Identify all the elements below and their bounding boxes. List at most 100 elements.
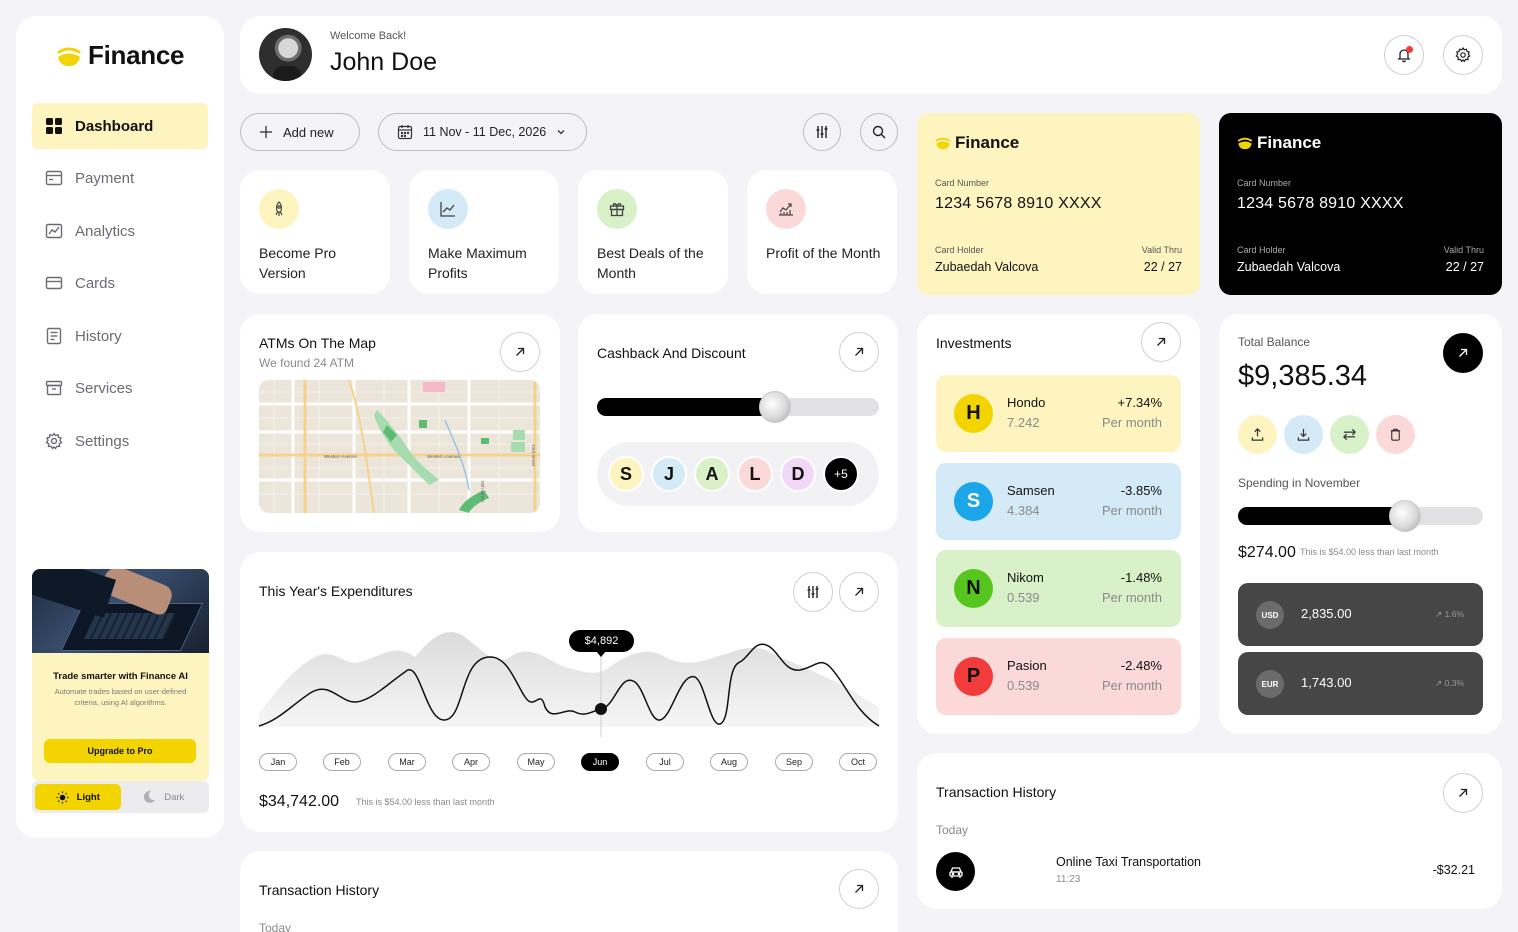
investments-open-button[interactable] [1141,322,1181,362]
cashback-open-button[interactable] [839,332,879,372]
download-button[interactable] [1284,415,1323,454]
transaction-history-open-button[interactable] [1443,773,1483,813]
arrow-up-right-icon [1459,348,1468,357]
cashback-slider-handle[interactable] [759,391,791,423]
month-chip-feb[interactable]: Feb [323,753,361,771]
sidebar-item-analytics[interactable]: Analytics [32,208,208,254]
sidebar-item-services[interactable]: Services [32,365,208,411]
investment-logo: S [954,482,993,521]
expenditures-tooltip: $4,892 [569,630,634,652]
contact-avatar[interactable]: A [694,456,730,492]
theme-light-option[interactable]: Light [35,784,121,810]
transaction-history-open-button[interactable] [839,869,879,909]
transaction-group-label: Today [259,921,292,932]
investment-item-nikom[interactable]: N Nikom 0.539 -1.48% Per month [936,550,1181,627]
services-icon [45,380,63,396]
month-chip-oct[interactable]: Oct [839,753,877,771]
transaction-history-title: Transaction History [936,784,1057,800]
contact-avatar[interactable]: D [780,456,816,492]
quick-action-label: Profit of the Month [766,245,881,261]
atm-open-button[interactable] [500,332,540,372]
month-chip-jun[interactable]: Jun [581,753,619,771]
investment-item-pasion[interactable]: P Pasion 0.539 -2.48% Per month [936,638,1181,715]
filter-button[interactable] [803,113,841,151]
cashback-title: Cashback And Discount [597,345,746,361]
month-chip-may[interactable]: May [517,753,555,771]
transaction-icon-bg [936,852,975,891]
contact-avatar[interactable]: S [608,456,644,492]
cashback-slider[interactable] [597,391,879,423]
investment-item-samsen[interactable]: S Samsen 4.384 -3.85% Per month [936,463,1181,540]
quick-action-label: Best Deals of the Month [597,245,704,281]
currency-row-usd[interactable]: USD 2,835.00 ↗ 1.6% [1238,583,1483,646]
investment-value: 7.242 [1007,415,1040,430]
upgrade-button[interactable]: Upgrade to Pro [44,739,196,763]
delete-button[interactable] [1376,415,1415,454]
contact-avatar[interactable]: J [651,456,687,492]
notifications-button[interactable] [1384,35,1424,75]
spending-slider-handle[interactable] [1389,500,1421,532]
add-new-button[interactable]: Add new [240,113,360,151]
transfer-button[interactable] [1330,415,1369,454]
more-contacts-button[interactable]: +5 [823,456,859,492]
currency-change-value: 1.6% [1444,609,1464,619]
promo-card: Trade smarter with Finance AI Automate t… [32,569,209,781]
month-chip-jan[interactable]: Jan [259,753,297,771]
expenditures-total: $34,742.00 [259,793,340,810]
transaction-time: 11:23 [1056,874,1081,885]
sidebar-item-label: Settings [75,432,130,450]
total-balance-open-button[interactable] [1443,333,1483,373]
expenditures-chart [258,632,880,737]
search-button[interactable] [860,113,898,151]
theme-toggle[interactable]: Light Dark [32,781,209,813]
month-chip-apr[interactable]: Apr [452,753,490,771]
sidebar-item-payment[interactable]: Payment [32,155,208,201]
month-chip-sep[interactable]: Sep [775,753,813,771]
theme-dark-option[interactable]: Dark [121,784,207,810]
card-valid-label: Valid Thru [1141,245,1182,255]
investment-item-hondo[interactable]: H Hondo 7.242 +7.34% Per month [936,375,1181,452]
bank-card-light[interactable]: Finance Card Number 1234 5678 8910 XXXX … [917,113,1200,295]
currency-row-eur[interactable]: EUR 1,743.00 ↗ 0.3% [1238,652,1483,715]
investment-value: 4.384 [1007,503,1040,518]
transaction-history-card: Transaction History Today Online Taxi Tr… [917,753,1502,909]
month-chip-jul[interactable]: Jul [646,753,684,771]
date-range-picker[interactable]: 11 Nov - 11 Dec, 2026 [378,113,587,151]
sidebar-item-settings[interactable]: Settings [32,418,208,464]
contact-avatar[interactable]: L [737,456,773,492]
atm-map[interactable]: Western Avenue Western Avenue 76th Stree… [259,380,540,513]
date-range-value: 11 Nov - 11 Dec, 2026 [423,125,547,139]
notification-dot [1406,46,1413,53]
spending-slider[interactable] [1238,500,1483,532]
quick-action-icon-bg [766,189,806,229]
month-chip-mar[interactable]: Mar [388,753,426,771]
investment-logo: P [954,657,993,696]
upload-button[interactable] [1238,415,1277,454]
month-chip-aug[interactable]: Aug [710,753,748,771]
expenditures-open-button[interactable] [839,572,879,612]
sidebar-item-dashboard[interactable]: Dashboard [32,103,208,149]
bank-card-dark[interactable]: Finance Card Number 1234 5678 8910 XXXX … [1219,113,1502,295]
quick-action-label: Become Pro Version [259,245,337,281]
expenditures-marker-dot[interactable] [595,703,607,715]
payment-icon [45,170,63,186]
settings-button[interactable] [1443,35,1483,75]
quick-action-monthly-profit[interactable]: Profit of the Month [747,170,897,294]
promo-title: Trade smarter with Finance AI [53,671,188,682]
sidebar-item-history[interactable]: History [32,313,208,359]
expenditures-card: This Year's Expenditures $4,892 $34,742.… [240,552,898,832]
sidebar-item-cards[interactable]: Cards [32,260,208,306]
arrow-up-right-icon [855,347,864,356]
card-holder: Zubaedah Valcova [935,260,1039,274]
sidebar-item-label: Dashboard [75,117,154,135]
quick-action-profits[interactable]: Make Maximum Profits [409,170,559,294]
investment-logo: H [954,394,993,433]
bank-card-brand: Finance [1257,133,1322,152]
app-logo[interactable]: Finance [56,40,184,71]
quick-action-deals[interactable]: Best Deals of the Month [578,170,728,294]
avatar[interactable] [259,28,312,81]
finance-logo-icon [57,47,81,66]
quick-action-pro[interactable]: Become Pro Version [240,170,390,294]
expenditures-filter-button[interactable] [793,572,833,612]
transaction-row[interactable]: Online Taxi Transportation 11:23 -$32.21 [917,850,1502,894]
